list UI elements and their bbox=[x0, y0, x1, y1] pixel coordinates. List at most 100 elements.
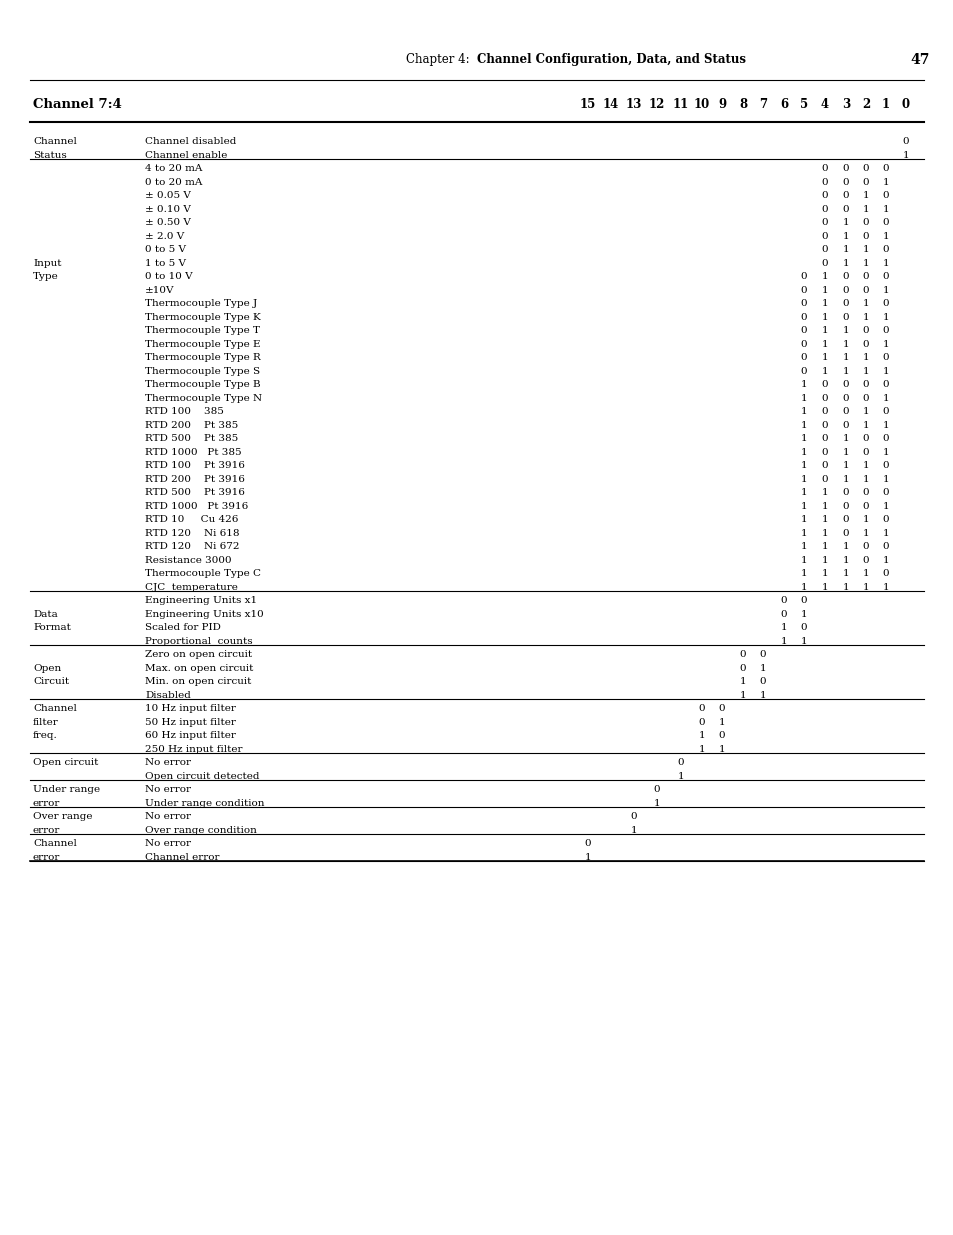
Text: 0: 0 bbox=[841, 205, 848, 214]
Text: 1: 1 bbox=[881, 99, 889, 111]
Text: CJC  temperature: CJC temperature bbox=[145, 583, 237, 592]
Text: 0: 0 bbox=[882, 246, 888, 254]
Text: 0: 0 bbox=[800, 285, 806, 295]
Text: No error: No error bbox=[145, 813, 191, 821]
Text: 10: 10 bbox=[693, 99, 709, 111]
Text: 13: 13 bbox=[625, 99, 641, 111]
Text: ±10V: ±10V bbox=[145, 285, 174, 295]
Text: 1: 1 bbox=[718, 718, 724, 726]
Text: 0: 0 bbox=[841, 529, 848, 537]
Text: 0: 0 bbox=[862, 380, 868, 389]
Text: 8: 8 bbox=[739, 99, 746, 111]
Text: 0: 0 bbox=[800, 299, 806, 309]
Text: 0: 0 bbox=[821, 448, 827, 457]
Text: 0: 0 bbox=[739, 663, 745, 673]
Text: Channel disabled: Channel disabled bbox=[145, 137, 236, 146]
Text: 1: 1 bbox=[800, 380, 806, 389]
Text: 0: 0 bbox=[882, 353, 888, 362]
Text: Data: Data bbox=[33, 610, 58, 619]
Text: Thermocouple Type J: Thermocouple Type J bbox=[145, 299, 257, 309]
Text: No error: No error bbox=[145, 840, 191, 848]
Text: error: error bbox=[33, 826, 60, 835]
Text: 12: 12 bbox=[648, 99, 664, 111]
Text: 0: 0 bbox=[841, 515, 848, 524]
Text: 1: 1 bbox=[841, 367, 848, 375]
Text: 0: 0 bbox=[882, 542, 888, 551]
Text: 0: 0 bbox=[862, 219, 868, 227]
Text: 0: 0 bbox=[800, 367, 806, 375]
Text: 1: 1 bbox=[882, 421, 888, 430]
Text: 0: 0 bbox=[882, 515, 888, 524]
Text: 0: 0 bbox=[862, 501, 868, 511]
Text: Chapter 4:: Chapter 4: bbox=[405, 53, 476, 67]
Text: 0: 0 bbox=[862, 556, 868, 564]
Text: Under range: Under range bbox=[33, 785, 100, 794]
Text: 0: 0 bbox=[821, 232, 827, 241]
Text: Open circuit detected: Open circuit detected bbox=[145, 772, 259, 781]
Text: 0: 0 bbox=[780, 610, 786, 619]
Text: 1: 1 bbox=[821, 501, 827, 511]
Text: 47: 47 bbox=[910, 53, 929, 67]
Text: 0: 0 bbox=[862, 326, 868, 335]
Text: 4: 4 bbox=[821, 99, 828, 111]
Text: 0: 0 bbox=[841, 299, 848, 309]
Text: 1: 1 bbox=[862, 569, 868, 578]
Text: Thermocouple Type S: Thermocouple Type S bbox=[145, 367, 260, 375]
Text: 0: 0 bbox=[862, 448, 868, 457]
Text: 1: 1 bbox=[882, 178, 888, 186]
Text: 0: 0 bbox=[882, 569, 888, 578]
Text: 0: 0 bbox=[841, 380, 848, 389]
Text: 14: 14 bbox=[602, 99, 618, 111]
Text: 0: 0 bbox=[862, 488, 868, 498]
Text: 1: 1 bbox=[698, 745, 704, 753]
Text: 0: 0 bbox=[821, 259, 827, 268]
Text: Engineering Units x1: Engineering Units x1 bbox=[145, 597, 257, 605]
Text: 1: 1 bbox=[759, 690, 765, 700]
Text: 0: 0 bbox=[800, 597, 806, 605]
Text: No error: No error bbox=[145, 758, 191, 767]
Text: RTD 100    385: RTD 100 385 bbox=[145, 408, 224, 416]
Text: 1: 1 bbox=[821, 488, 827, 498]
Text: 1: 1 bbox=[800, 488, 806, 498]
Text: 0: 0 bbox=[882, 164, 888, 173]
Text: 0: 0 bbox=[862, 285, 868, 295]
Text: 0: 0 bbox=[882, 380, 888, 389]
Text: 1: 1 bbox=[800, 583, 806, 592]
Text: 1: 1 bbox=[862, 353, 868, 362]
Text: 1: 1 bbox=[800, 474, 806, 484]
Text: 0 to 20 mA: 0 to 20 mA bbox=[145, 178, 202, 186]
Text: 5: 5 bbox=[800, 99, 807, 111]
Text: 1: 1 bbox=[862, 367, 868, 375]
Text: 0 to 5 V: 0 to 5 V bbox=[145, 246, 186, 254]
Text: 1: 1 bbox=[882, 583, 888, 592]
Text: 0: 0 bbox=[698, 704, 704, 714]
Text: 1: 1 bbox=[821, 569, 827, 578]
Text: 1: 1 bbox=[718, 745, 724, 753]
Text: 1: 1 bbox=[800, 448, 806, 457]
Text: 0: 0 bbox=[882, 191, 888, 200]
Text: 1: 1 bbox=[739, 677, 745, 687]
Text: 4 to 20 mA: 4 to 20 mA bbox=[145, 164, 202, 173]
Text: 11: 11 bbox=[672, 99, 688, 111]
Text: 1: 1 bbox=[882, 394, 888, 403]
Text: 250 Hz input filter: 250 Hz input filter bbox=[145, 745, 242, 753]
Text: 0: 0 bbox=[584, 840, 591, 848]
Text: 1: 1 bbox=[653, 799, 659, 808]
Text: 1: 1 bbox=[841, 259, 848, 268]
Text: 1: 1 bbox=[800, 501, 806, 511]
Text: 1: 1 bbox=[821, 299, 827, 309]
Text: Zero on open circuit: Zero on open circuit bbox=[145, 651, 252, 659]
Text: Channel Configuration, Data, and Status: Channel Configuration, Data, and Status bbox=[476, 53, 745, 67]
Text: 0: 0 bbox=[882, 435, 888, 443]
Text: Engineering Units x10: Engineering Units x10 bbox=[145, 610, 263, 619]
Text: Max. on open circuit: Max. on open circuit bbox=[145, 663, 253, 673]
Text: 0: 0 bbox=[800, 340, 806, 348]
Text: No error: No error bbox=[145, 785, 191, 794]
Text: 1: 1 bbox=[841, 246, 848, 254]
Text: Scaled for PID: Scaled for PID bbox=[145, 624, 221, 632]
Text: error: error bbox=[33, 852, 60, 862]
Text: Min. on open circuit: Min. on open circuit bbox=[145, 677, 251, 687]
Text: 0: 0 bbox=[718, 731, 724, 740]
Text: 1: 1 bbox=[841, 542, 848, 551]
Text: Open circuit: Open circuit bbox=[33, 758, 98, 767]
